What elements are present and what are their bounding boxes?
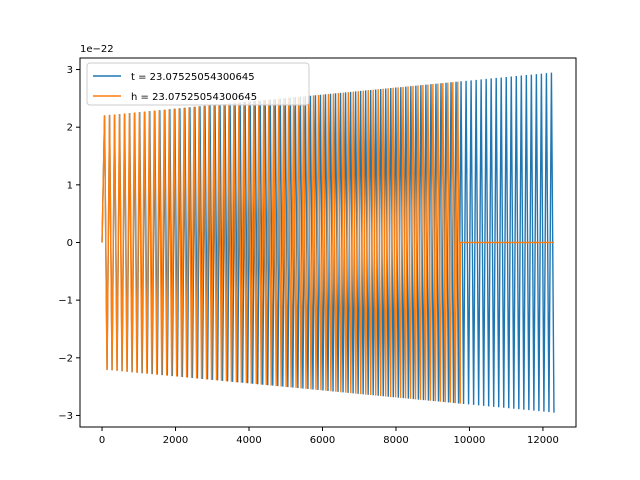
y-tick-label: −1 (58, 296, 73, 307)
y-tick-label: −2 (58, 353, 73, 364)
legend: t = 23.07525054300645 h = 23.07525054300… (86, 62, 310, 106)
x-tick-label: 8000 (383, 435, 408, 446)
x-tick-label: 0 (99, 435, 105, 446)
y-tick-label: 3 (67, 65, 73, 76)
legend-label-t: t = 23.07525054300645 (131, 72, 255, 83)
plot-area (101, 72, 555, 413)
x-tick-label: 6000 (310, 435, 335, 446)
x-axis-ticks: 0 2000 4000 6000 8000 10000 12000 (99, 427, 559, 446)
legend-box (86, 62, 310, 106)
x-tick-label: 10000 (454, 435, 486, 446)
y-offset-text: 1e−22 (80, 44, 114, 55)
y-axis-ticks: −3 −2 −1 0 1 2 3 (58, 65, 80, 422)
legend-label-h: h = 23.07525054300645 (131, 92, 257, 103)
x-tick-label: 2000 (163, 435, 188, 446)
y-tick-label: −3 (58, 411, 73, 422)
y-tick-label: 2 (67, 123, 73, 134)
y-tick-label: 0 (67, 238, 73, 249)
y-tick-label: 1 (67, 180, 73, 191)
x-tick-label: 4000 (236, 435, 261, 446)
series-line-0 (101, 72, 555, 413)
x-tick-label: 12000 (527, 435, 559, 446)
